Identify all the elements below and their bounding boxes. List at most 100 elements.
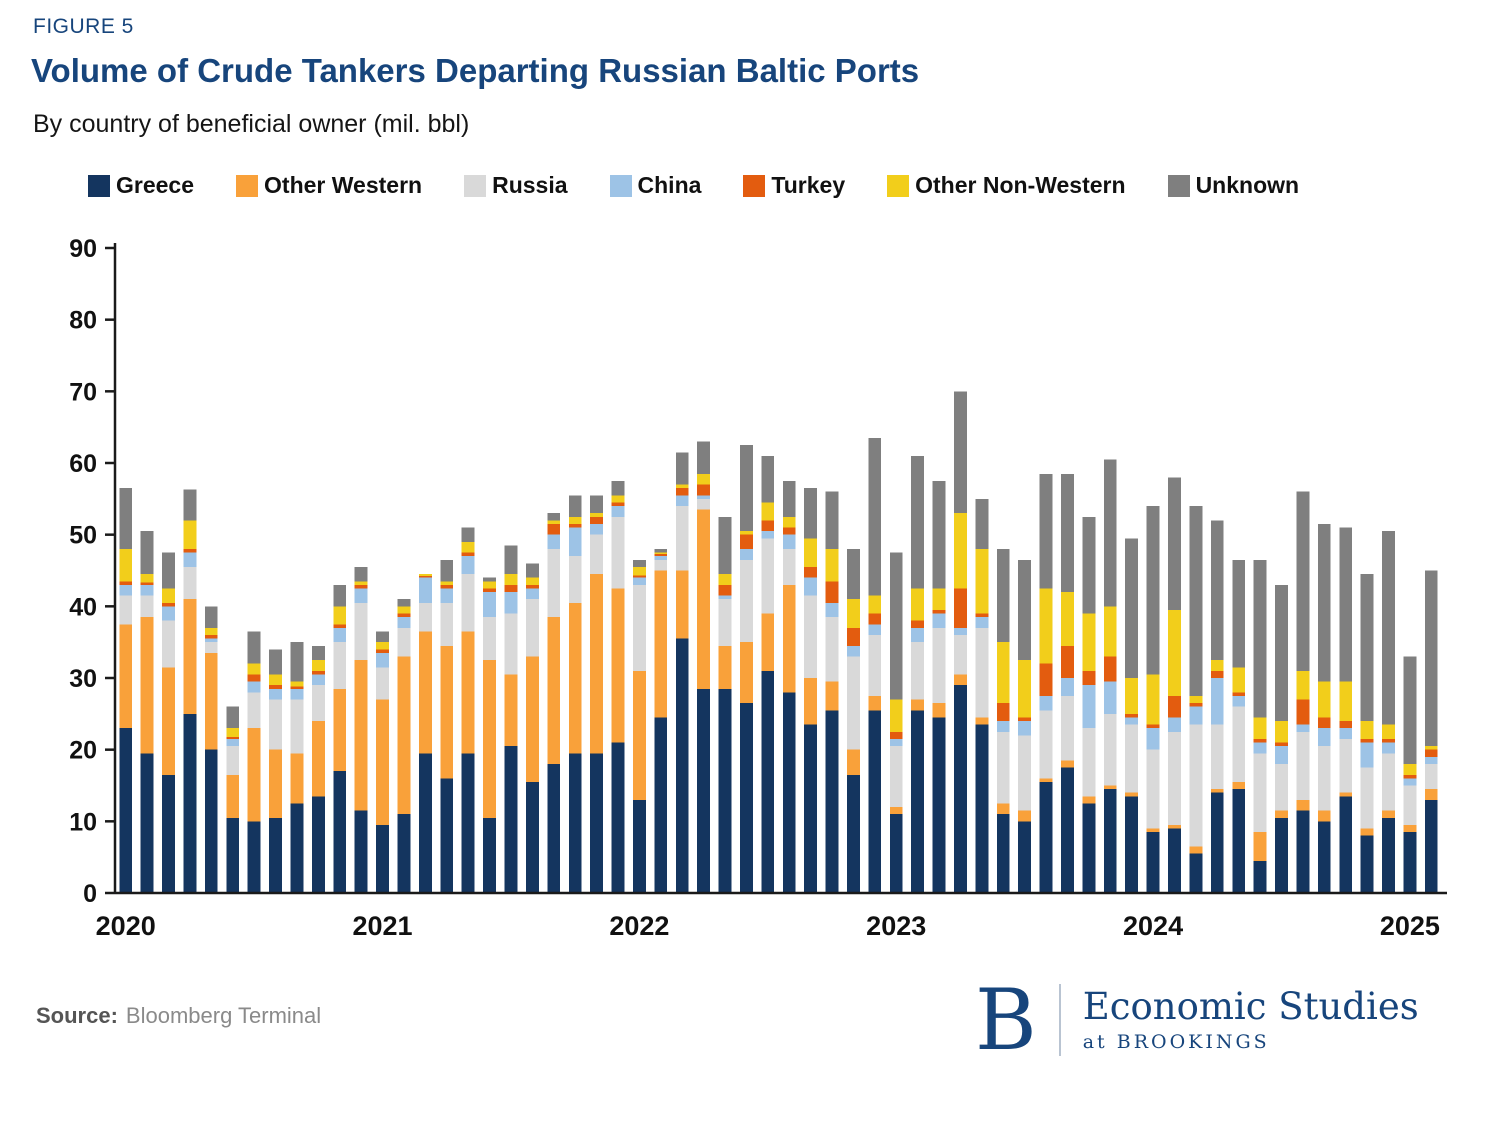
bar-segment — [1189, 506, 1203, 696]
bar-segment — [525, 577, 539, 585]
bar-segment — [376, 649, 389, 653]
bar-segment — [1275, 817, 1288, 893]
bar-segment — [269, 688, 282, 700]
bar-segment — [1061, 767, 1074, 893]
bar-segment — [1296, 699, 1310, 725]
bar-segment — [1339, 796, 1353, 893]
bar-segment — [1232, 667, 1246, 693]
bar-segment — [975, 724, 989, 893]
bar-segment — [461, 631, 475, 754]
bar-segment — [996, 642, 1010, 704]
bar-segment — [868, 710, 882, 893]
bar-segment — [568, 516, 582, 524]
legend-swatch — [887, 174, 910, 197]
bar-segment — [376, 652, 389, 668]
bar-segment — [632, 799, 646, 893]
bar-segment — [354, 602, 368, 661]
bar-segment — [611, 506, 625, 517]
bar-segment — [996, 549, 1010, 643]
bar-segment — [290, 688, 304, 700]
bar-segment — [1403, 764, 1417, 775]
bar-segment — [547, 764, 561, 893]
bar-segment — [1103, 713, 1117, 786]
bar-segment — [932, 717, 946, 893]
bar-segment — [1232, 781, 1246, 790]
bar-segment — [247, 728, 261, 822]
bar-segment — [1018, 735, 1032, 811]
bar-segment — [119, 584, 133, 596]
legend-label: Turkey — [771, 172, 846, 198]
bar-segment — [1061, 473, 1074, 592]
bar-segment — [204, 638, 218, 643]
bar-segment — [1339, 721, 1353, 729]
bar-segment — [1339, 728, 1353, 739]
bar-segment — [611, 480, 625, 496]
bar-segment — [1210, 724, 1224, 790]
bar-segment — [739, 642, 753, 704]
bar-segment — [1103, 656, 1117, 682]
bar-segment — [162, 602, 175, 607]
bar-segment — [483, 577, 496, 582]
bar-segment — [1424, 799, 1438, 893]
source-note: Source: Bloomberg Terminal — [36, 1003, 321, 1029]
bar-segment — [1168, 824, 1181, 829]
bar-segment — [376, 667, 389, 700]
bar-segment — [119, 549, 133, 582]
bar-segment — [461, 527, 475, 542]
bar-segment — [1018, 821, 1032, 893]
bar-segment — [782, 516, 796, 528]
bar-segment — [1146, 832, 1160, 893]
bar-segment — [504, 545, 518, 575]
bar-segment — [782, 584, 796, 693]
bar-segment — [525, 656, 539, 782]
legend-label: Unknown — [1195, 172, 1300, 198]
bar-segment — [804, 488, 818, 539]
bar-segment — [1210, 678, 1224, 725]
bar-segment — [697, 509, 711, 689]
bar-segment — [675, 570, 689, 639]
y-axis-tick-label: 70 — [69, 378, 97, 406]
bar-segment — [1275, 584, 1288, 721]
bar-segment — [1146, 674, 1160, 725]
bar-segment — [119, 595, 133, 625]
bar-segment — [632, 577, 646, 585]
bar-segment — [140, 531, 154, 575]
bar-segment — [611, 588, 625, 743]
bar-segment — [911, 699, 925, 711]
bar-segment — [547, 523, 561, 535]
bar-segment — [376, 631, 389, 643]
bar-segment — [504, 674, 518, 747]
chart-title: Volume of Crude Tankers Departing Russia… — [31, 52, 920, 89]
bar-segment — [1253, 832, 1267, 861]
bar-segment — [483, 617, 496, 661]
bar-segment — [162, 667, 175, 775]
bar-segment — [397, 617, 411, 628]
bar-segment — [1103, 785, 1117, 790]
bar-segment — [1232, 695, 1246, 707]
bar-segment — [1275, 721, 1288, 743]
brookings-brand: B Economic Studies at BROOKINGS — [975, 978, 1419, 1062]
bar-segment — [461, 574, 475, 632]
bar-segment — [247, 681, 261, 693]
bar-segment — [1103, 459, 1117, 607]
bar-segment — [825, 549, 839, 582]
bar-segment — [739, 445, 753, 532]
bar-segment — [1232, 789, 1246, 893]
bar-segment — [183, 599, 197, 714]
bar-segment — [183, 489, 197, 521]
bar-segment — [1018, 660, 1032, 718]
bar-segment — [996, 814, 1010, 893]
bar-segment — [590, 534, 603, 575]
bar-segment — [611, 742, 625, 893]
bar-segment — [162, 620, 175, 668]
bar-segment — [954, 627, 967, 635]
bar-segment — [911, 588, 925, 621]
bar-segment — [1317, 728, 1331, 747]
bar-segment — [1125, 796, 1139, 893]
bar-segment — [568, 523, 582, 528]
bar-segment — [954, 674, 967, 686]
bar-segment — [932, 480, 946, 589]
bar-segment — [654, 556, 668, 560]
bar-segment — [804, 595, 818, 678]
bar-segment — [632, 670, 646, 800]
